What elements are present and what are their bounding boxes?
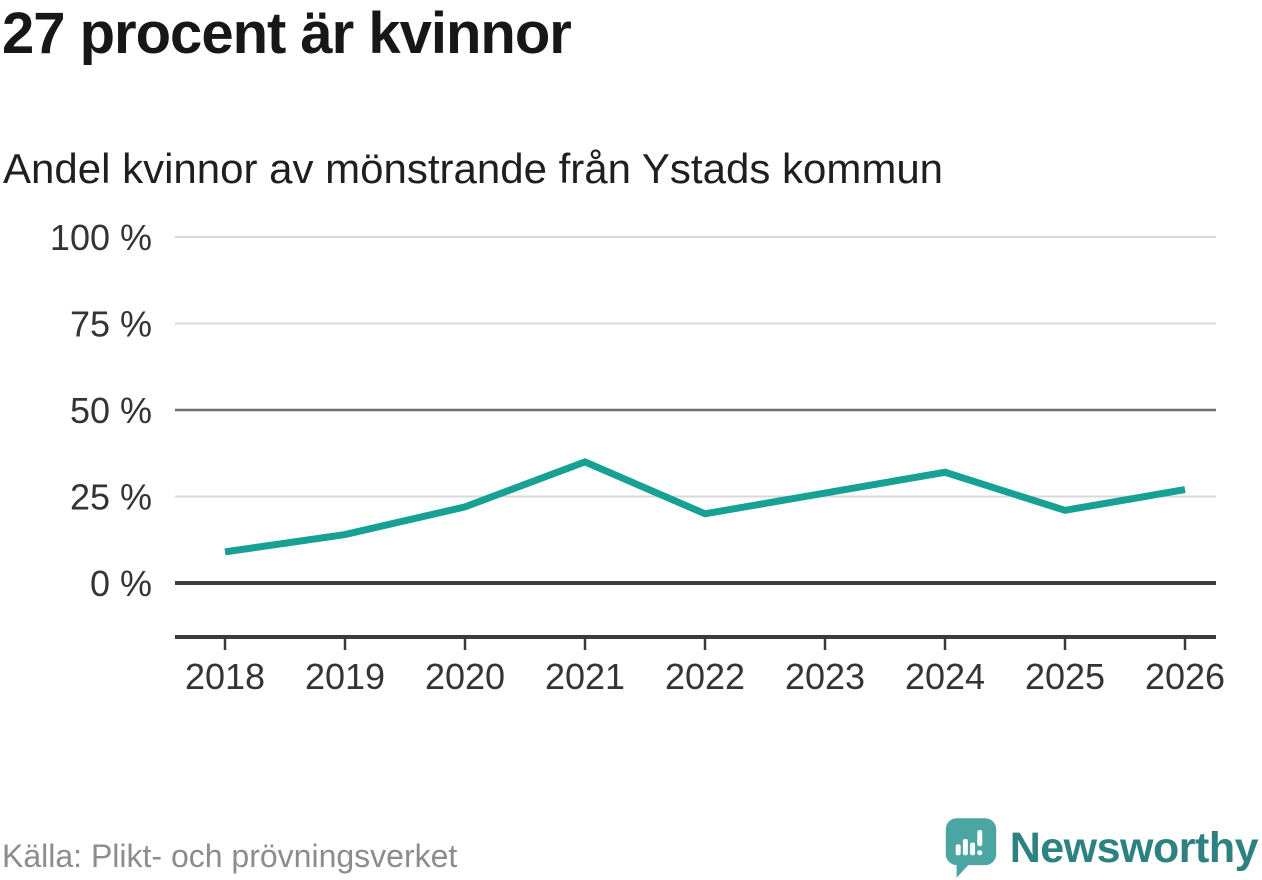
y-tick-label: 50 % [70, 390, 152, 431]
y-tick-label: 0 % [90, 563, 152, 604]
x-tick-label: 2018 [185, 656, 265, 697]
x-tick-label: 2023 [785, 656, 865, 697]
y-tick-label: 25 % [70, 477, 152, 518]
chart-svg: 0 % 25 % 50 % 75 % 100 % 2018 2019 2020 2021 2022… [50, 217, 1225, 697]
data-line-series [224, 458, 1186, 556]
x-tick-label: 2020 [425, 656, 505, 697]
chart-subtitle: Andel kvinnor av mönstrande från Ystads … [3, 145, 944, 192]
x-tick-label: 2019 [305, 656, 385, 697]
x-tick-label: 2022 [665, 656, 745, 697]
x-tick-label: 2021 [545, 656, 625, 697]
brand-name: Newsworthy [1009, 823, 1259, 872]
newsworthy-logo-icon [945, 818, 996, 878]
y-tick-label: 75 % [70, 304, 152, 345]
page-title: 27 procent är kvinnor [2, 1, 572, 66]
x-tick-label: 2026 [1145, 656, 1225, 697]
brand-footer: Newsworthy [944, 816, 1259, 880]
x-tick-label: 2025 [1025, 656, 1105, 697]
y-tick-label: 100 % [50, 217, 152, 258]
x-tick-label: 2024 [905, 656, 985, 697]
logo-bars-icon [955, 830, 982, 856]
source-note: Källa: Plikt- och prövningsverket [2, 838, 458, 874]
